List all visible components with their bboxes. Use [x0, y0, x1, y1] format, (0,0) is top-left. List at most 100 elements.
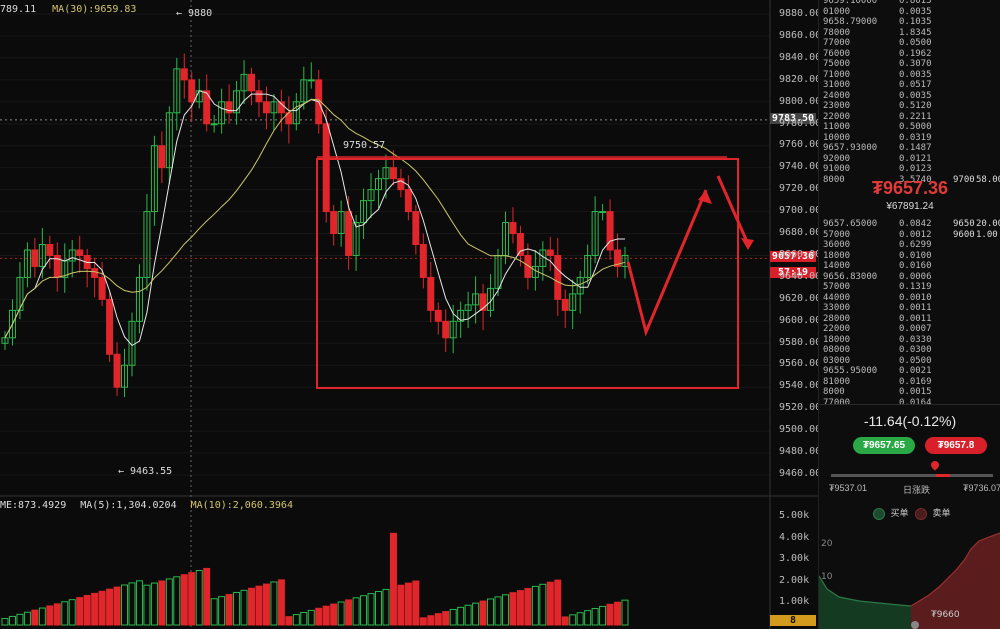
volume-bar: [285, 616, 293, 626]
order-book-row[interactable]: 71000 0.0035: [819, 70, 1000, 80]
order-amount: 0.0842: [899, 219, 932, 229]
settings-dot-icon[interactable]: [911, 621, 919, 629]
order-book-row[interactable]: 91000 0.0123: [819, 164, 1000, 174]
volume-bar: [292, 614, 300, 626]
order-price: 9658.79000: [823, 17, 878, 27]
order-amount: 0.0500: [899, 355, 932, 366]
price-axis-label: 9700.00: [779, 205, 822, 217]
order-amount: 0.0160: [899, 261, 932, 271]
order-price: 92000: [823, 153, 851, 164]
order-book-row[interactable]: 78000 1.8345: [819, 28, 1000, 38]
order-book-row[interactable]: 44000 0.0010: [819, 293, 1000, 303]
order-book-row[interactable]: 14000 0.0160: [819, 261, 1000, 271]
volume-bar: [195, 570, 203, 626]
order-book-row[interactable]: 10000 0.0319: [819, 133, 1000, 143]
order-book-row[interactable]: 28000 0.0011: [819, 314, 1000, 324]
order-book-row[interactable]: 22000 0.2211: [819, 112, 1000, 122]
volume-ma10: MA(10):2,060.3964: [190, 500, 293, 511]
candle-up: [210, 123, 218, 126]
order-book-row[interactable]: 77000 0.0500: [819, 38, 1000, 48]
order-price: 9655.95000: [823, 366, 878, 376]
order-book-row[interactable]: 33000 0.0011: [819, 303, 1000, 313]
order-price: 91000: [823, 164, 851, 174]
candle-up: [352, 222, 360, 256]
ma30-value: MA(30):9659.83: [52, 4, 137, 15]
volume-bar: [83, 594, 91, 626]
order-book-row[interactable]: 76000 0.1962: [819, 49, 1000, 59]
order-book-row[interactable]: 9658.79000 0.1035: [819, 17, 1000, 27]
order-price: 31000: [823, 80, 851, 90]
kline-chart[interactable]: ← 9880 ← 9463.55 9750.57 789.11 MA(30):965…: [0, 0, 822, 629]
volume-bar: [330, 603, 338, 626]
candle-down: [98, 276, 106, 300]
order-book-row[interactable]: 9655.95000 0.0021: [819, 366, 1000, 376]
chart-canvas[interactable]: ← 9880 ← 9463.55 9750.57: [0, 0, 818, 629]
divider: [819, 404, 1000, 405]
order-book-row[interactable]: 01000 0.0035: [819, 7, 1000, 17]
order-amount: 0.0121: [899, 153, 932, 164]
order-book-row[interactable]: 18000 0.0330: [819, 335, 1000, 345]
volume-bar: [121, 584, 129, 626]
candle-up: [464, 304, 472, 311]
order-price: 77000: [823, 38, 851, 48]
order-book-row[interactable]: 75000 0.3070: [819, 59, 1000, 69]
order-book-row[interactable]: 22000 0.0007: [819, 324, 1000, 334]
order-book-row[interactable]: 81000 0.0169: [819, 377, 1000, 387]
sell-price-button[interactable]: ₮9657.8: [925, 437, 987, 454]
buy-price-button[interactable]: ₮9657.65: [853, 437, 915, 454]
order-book-row[interactable]: 9656.83000 0.0006: [819, 272, 1000, 282]
volume-bar: [16, 613, 24, 626]
depth-level: 9650: [953, 219, 975, 229]
order-book-row[interactable]: 18000 0.0100: [819, 251, 1000, 261]
volume-ma5: MA(5):1,304.0204: [80, 500, 177, 511]
volume-bar: [143, 584, 151, 626]
volume-bar: [389, 532, 397, 626]
last-price: ₮9657.36: [871, 178, 949, 198]
order-book-row[interactable]: 24000 0.0035: [819, 91, 1000, 101]
order-book-row[interactable]: 03000 0.0500: [819, 356, 1000, 366]
order-book-row[interactable]: 8000 0.0015: [819, 387, 1000, 397]
candle-up: [240, 73, 248, 92]
order-amount: 0.0169: [899, 376, 932, 387]
order-amount: 0.0319: [899, 132, 932, 143]
order-book-row[interactable]: 57000 0.0012 9600 1.00: [819, 230, 1000, 240]
price-axis-label: 9880.00: [779, 8, 822, 19]
order-book-row[interactable]: 08000 0.0300: [819, 345, 1000, 355]
order-amount: 0.0007: [899, 324, 932, 334]
candle-up: [218, 101, 226, 125]
range-box: [316, 158, 739, 389]
volume-bar: [277, 579, 285, 626]
order-book-row[interactable]: 9657.93000 0.1487: [819, 143, 1000, 153]
buy-legend-icon: [873, 507, 885, 520]
order-amount: 0.0330: [899, 334, 932, 345]
order-amount: 1.8345: [899, 27, 932, 38]
volume-bar: [599, 605, 607, 626]
order-book-row[interactable]: 23000 0.5120: [819, 101, 1000, 111]
order-book-row[interactable]: 9659.10000 0.8013: [819, 0, 1000, 6]
candle-down: [76, 249, 84, 256]
order-amount: 0.0035: [899, 6, 932, 17]
price-axis-label: 9800.00: [779, 95, 822, 107]
candle-down: [509, 222, 517, 235]
order-book-row[interactable]: 31000 0.0517: [819, 80, 1000, 90]
candle-down: [248, 73, 256, 92]
order-amount: 0.0500: [899, 38, 932, 48]
candle-up: [487, 287, 495, 311]
legend-sell: 卖单: [915, 506, 951, 520]
order-book-row[interactable]: 36000 0.6299: [819, 240, 1000, 250]
volume-bar: [188, 572, 196, 626]
last-price-cny: ¥67891.24: [886, 201, 934, 212]
volume-bar: [255, 585, 263, 626]
depth-amount: 58.00: [976, 174, 1000, 185]
order-price: 24000: [823, 90, 851, 101]
candle-down: [546, 249, 554, 256]
order-book-row[interactable]: 11000 0.5000: [819, 122, 1000, 132]
order-book-row[interactable]: 77000 0.0164: [819, 398, 1000, 408]
volume-bar: [68, 599, 76, 626]
price-axis-label: 9560.00: [779, 358, 822, 370]
order-book-row[interactable]: 92000 0.0121: [819, 154, 1000, 164]
depth-x-label: ₮9660: [931, 610, 960, 620]
order-book-row[interactable]: 57000 0.1319: [819, 282, 1000, 292]
